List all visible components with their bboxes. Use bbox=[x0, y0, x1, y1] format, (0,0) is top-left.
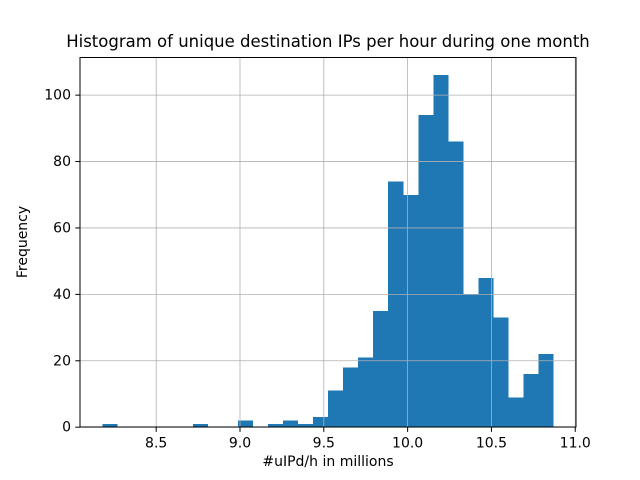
histogram-bar bbox=[192, 423, 208, 428]
histogram-bar bbox=[493, 317, 509, 428]
x-axis-label: #uIPd/h in millions bbox=[262, 454, 393, 470]
x-tick-label: 10.0 bbox=[392, 436, 423, 452]
y-tick-label: 60 bbox=[53, 220, 71, 236]
y-tick-label: 100 bbox=[44, 88, 71, 104]
chart-title: Histogram of unique destination IPs per … bbox=[66, 32, 590, 51]
x-tick-label: 8.5 bbox=[145, 436, 167, 452]
histogram-bar bbox=[343, 367, 359, 428]
histogram-bar bbox=[373, 310, 389, 428]
y-tick-label: 80 bbox=[53, 154, 71, 170]
histogram-bar bbox=[418, 115, 434, 428]
spine-layer bbox=[79, 57, 577, 428]
histogram-bar bbox=[102, 423, 118, 428]
x-tick-label: 11.0 bbox=[560, 436, 591, 452]
bars-layer bbox=[102, 75, 554, 428]
histogram-bar bbox=[267, 423, 283, 428]
y-tick-label: 20 bbox=[53, 353, 71, 369]
x-tick-label: 9.0 bbox=[229, 436, 251, 452]
histogram-bar bbox=[523, 374, 539, 428]
x-tick-label: 9.5 bbox=[313, 436, 335, 452]
histogram-bar bbox=[237, 420, 253, 428]
histogram-bar bbox=[508, 397, 524, 428]
histogram-bar bbox=[433, 75, 449, 428]
axes-spine bbox=[79, 57, 577, 428]
histogram-bar bbox=[313, 417, 329, 428]
histogram-bar bbox=[448, 141, 464, 428]
y-tick-label: 40 bbox=[53, 287, 71, 303]
y-axis-label: Frequency bbox=[15, 206, 31, 278]
histogram-bar bbox=[538, 354, 554, 428]
x-tick-label: 10.5 bbox=[476, 436, 507, 452]
histogram-bar bbox=[328, 390, 344, 428]
y-tick-label: 0 bbox=[62, 420, 71, 436]
histogram-bar bbox=[478, 277, 494, 428]
histogram-bar bbox=[403, 194, 419, 428]
histogram-bar bbox=[282, 420, 299, 428]
tick-layer: 8.5 9.0 9.5 10.0 10.5 11.0 0 20 40 60 80 100 bbox=[44, 88, 591, 452]
histogram-bar bbox=[298, 423, 314, 428]
histogram-bar bbox=[358, 357, 374, 428]
histogram-bar bbox=[388, 181, 404, 428]
